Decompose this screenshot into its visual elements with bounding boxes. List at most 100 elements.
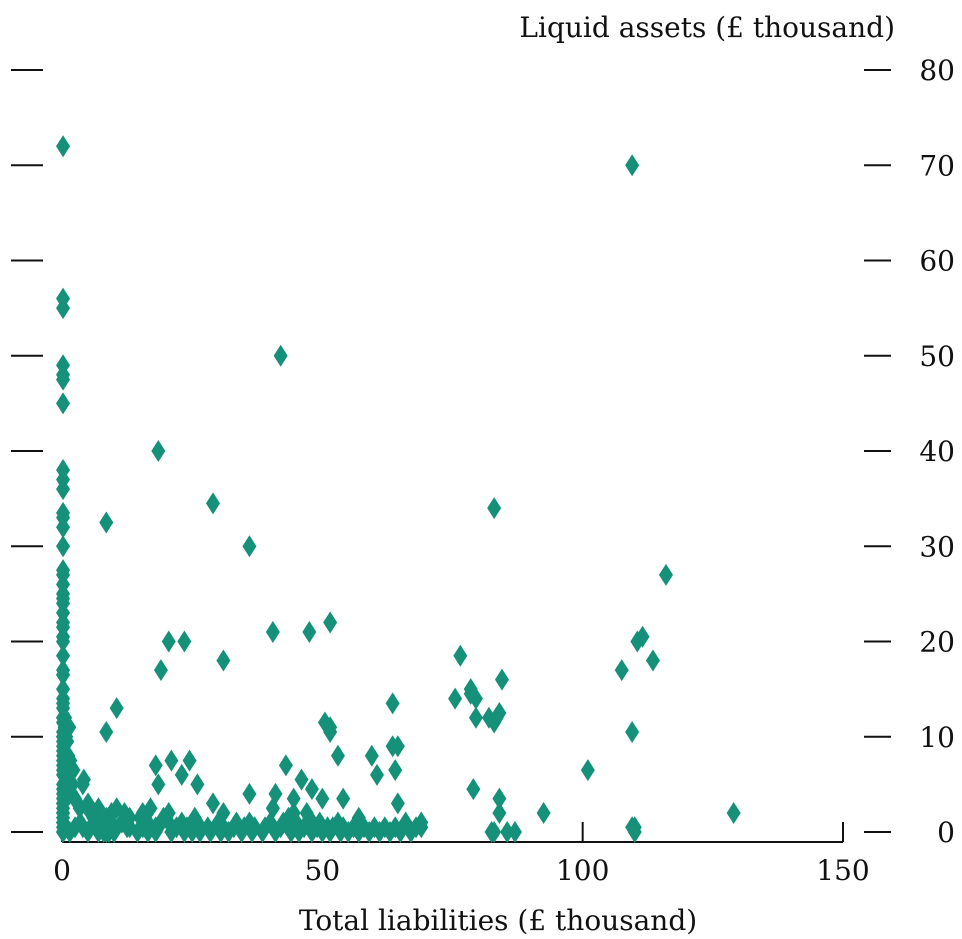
data-point <box>56 630 71 653</box>
y-tick-label: 80 <box>919 54 955 87</box>
data-point <box>627 821 642 843</box>
y-axis: 0 10 20 30 40 50 60 70 80 <box>11 54 955 849</box>
data-point <box>56 663 71 686</box>
data-point <box>536 801 551 824</box>
data-point <box>268 782 283 805</box>
data-point <box>645 649 660 672</box>
data-point <box>414 811 429 834</box>
data-point <box>625 720 640 743</box>
data-point <box>390 792 405 815</box>
data-point <box>174 763 189 786</box>
data-point <box>205 492 220 515</box>
data-point <box>182 749 197 772</box>
data-point <box>265 620 280 643</box>
data-point <box>164 749 179 772</box>
data-point <box>66 759 81 782</box>
data-point <box>614 659 629 682</box>
data-point <box>453 644 468 667</box>
y-tick-label: 20 <box>919 626 955 659</box>
data-point <box>161 630 176 653</box>
data-point <box>76 768 91 791</box>
data-point <box>390 735 405 758</box>
data-point <box>364 744 379 767</box>
data-point <box>148 754 163 777</box>
data-point <box>492 801 507 824</box>
y-tick-label: 60 <box>919 245 955 278</box>
x-axis: 0 50 100 150 <box>53 822 870 887</box>
x-tick-label: 50 <box>305 854 341 887</box>
data-point <box>56 725 71 748</box>
y-tick-label: 10 <box>919 721 955 754</box>
data-point <box>302 620 317 643</box>
data-point <box>658 563 673 586</box>
data-point <box>330 744 345 767</box>
data-point <box>273 344 288 367</box>
data-point <box>205 792 220 815</box>
data-point <box>242 782 257 805</box>
data-point <box>315 787 330 810</box>
data-point <box>109 697 124 720</box>
data-point <box>56 706 71 729</box>
x-tick-label: 150 <box>816 854 869 887</box>
data-point <box>107 821 122 843</box>
data-point <box>99 511 114 534</box>
data-point <box>177 630 192 653</box>
data-point <box>190 773 205 796</box>
data-point <box>463 678 478 701</box>
data-point <box>336 787 351 810</box>
data-point <box>494 668 509 691</box>
data-point <box>151 773 166 796</box>
data-point <box>56 478 71 501</box>
data-point <box>726 801 741 824</box>
data-point <box>625 154 640 177</box>
data-point <box>99 720 114 743</box>
data-point <box>492 787 507 810</box>
data-point <box>120 811 135 834</box>
data-point <box>56 811 71 834</box>
data-point <box>216 801 231 824</box>
data-point <box>56 297 71 320</box>
y-tick-label: 0 <box>937 816 955 849</box>
data-point <box>56 644 71 667</box>
data-point <box>294 768 309 791</box>
data-point <box>56 392 71 415</box>
data-point <box>500 821 515 843</box>
y-axis-title: Liquid assets (£ thousand) <box>519 11 895 44</box>
data-point <box>56 368 71 391</box>
data-point <box>385 692 400 715</box>
data-point <box>56 535 71 558</box>
data-point <box>304 778 319 801</box>
data-point <box>56 740 71 763</box>
data-point <box>351 806 366 829</box>
data-point <box>278 754 293 777</box>
data-point <box>580 759 595 782</box>
y-tick-label: 70 <box>919 149 955 182</box>
x-tick-label: 0 <box>53 854 71 887</box>
x-tick-label: 100 <box>556 854 609 887</box>
data-point <box>153 659 168 682</box>
data-point <box>468 706 483 729</box>
data-point <box>487 821 502 843</box>
data-point <box>466 778 481 801</box>
data-point <box>151 440 166 462</box>
data-point <box>487 497 502 520</box>
data-point <box>481 706 496 729</box>
data-points <box>56 135 741 843</box>
y-tick-label: 30 <box>919 530 955 563</box>
data-point <box>286 801 301 824</box>
data-point <box>635 625 650 648</box>
data-point <box>242 535 257 558</box>
y-tick-label: 40 <box>919 435 955 468</box>
data-point <box>323 611 338 634</box>
data-point <box>56 516 71 539</box>
data-point <box>56 692 71 715</box>
data-point <box>507 821 522 843</box>
y-tick-label: 50 <box>919 340 955 373</box>
data-point <box>140 811 155 834</box>
x-axis-title: Total liabilities (£ thousand) <box>299 904 697 937</box>
data-point <box>388 759 403 782</box>
data-point <box>56 135 71 158</box>
data-point <box>216 649 231 672</box>
data-point <box>286 787 301 810</box>
